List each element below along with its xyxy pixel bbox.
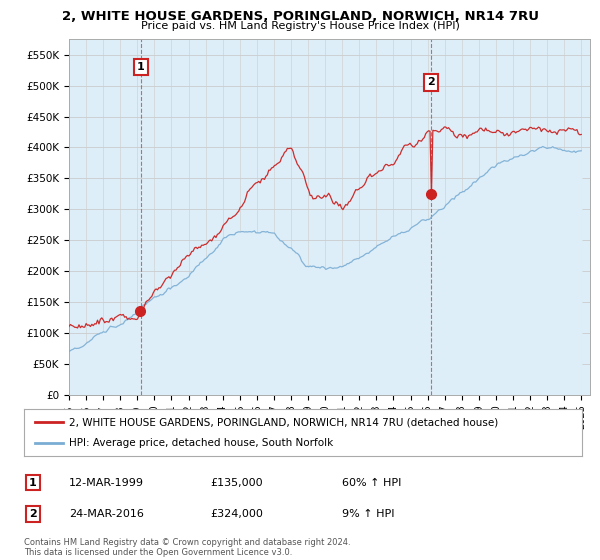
Text: £324,000: £324,000 [210, 509, 263, 519]
Text: 1: 1 [29, 478, 37, 488]
Text: 24-MAR-2016: 24-MAR-2016 [69, 509, 144, 519]
Text: Contains HM Land Registry data © Crown copyright and database right 2024.
This d: Contains HM Land Registry data © Crown c… [24, 538, 350, 557]
Text: £135,000: £135,000 [210, 478, 263, 488]
Text: 2: 2 [427, 77, 435, 87]
Text: 9% ↑ HPI: 9% ↑ HPI [342, 509, 395, 519]
Text: 1: 1 [137, 62, 145, 72]
Text: 2: 2 [29, 509, 37, 519]
Text: 60% ↑ HPI: 60% ↑ HPI [342, 478, 401, 488]
Text: HPI: Average price, detached house, South Norfolk: HPI: Average price, detached house, Sout… [68, 438, 333, 448]
Text: 12-MAR-1999: 12-MAR-1999 [69, 478, 144, 488]
Text: 2, WHITE HOUSE GARDENS, PORINGLAND, NORWICH, NR14 7RU: 2, WHITE HOUSE GARDENS, PORINGLAND, NORW… [62, 10, 539, 23]
Text: 2, WHITE HOUSE GARDENS, PORINGLAND, NORWICH, NR14 7RU (detached house): 2, WHITE HOUSE GARDENS, PORINGLAND, NORW… [68, 417, 498, 427]
Text: Price paid vs. HM Land Registry's House Price Index (HPI): Price paid vs. HM Land Registry's House … [140, 21, 460, 31]
